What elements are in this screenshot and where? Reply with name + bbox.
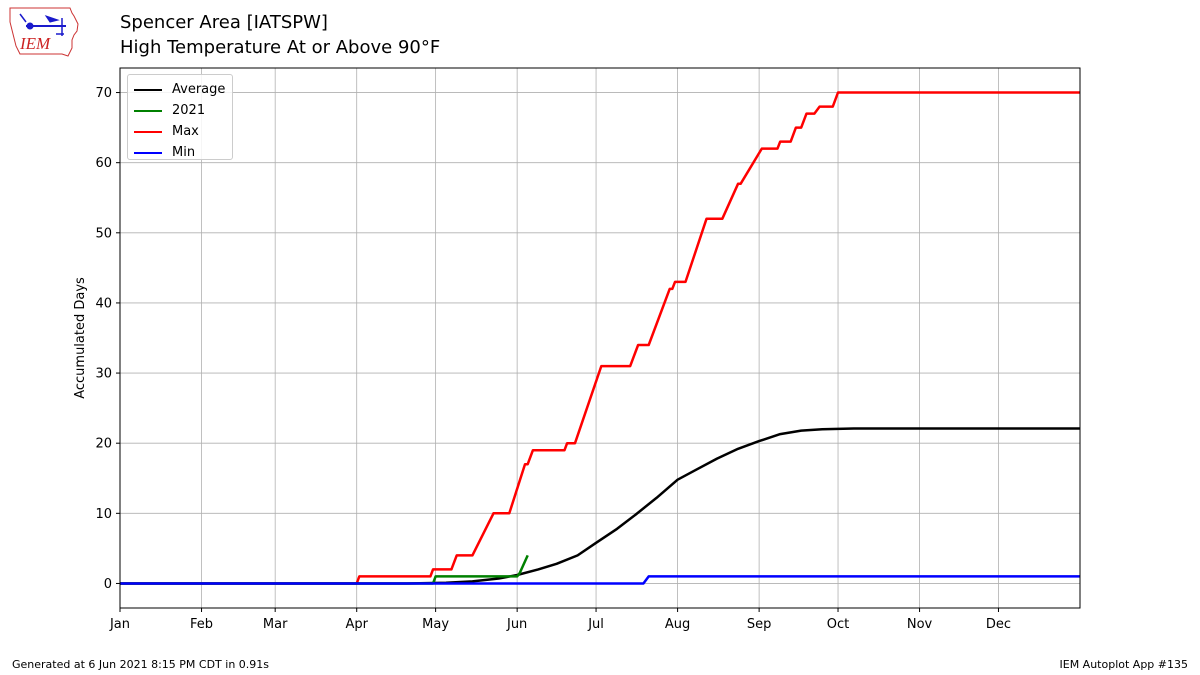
x-tick-label: May — [422, 617, 449, 632]
y-tick-label: 50 — [95, 226, 112, 241]
x-tick-label: Nov — [907, 617, 933, 632]
x-axis: Jan Feb Mar Apr May Jun Jul Aug Sep Oct Nov Dec — [109, 608, 1011, 632]
app-label: IEM Autoplot App #135 — [1059, 658, 1189, 671]
legend-label: Max — [172, 124, 199, 139]
iowa-outline-icon — [9, 7, 79, 57]
series-line-average — [120, 427, 1080, 585]
chart-title: Spencer Area [IATSPW] — [120, 12, 328, 33]
y-tick-label: 60 — [95, 156, 112, 171]
legend-entry: Min — [134, 142, 226, 163]
y-tick-label: 30 — [95, 367, 112, 382]
x-tick-label: Mar — [263, 617, 288, 632]
x-tick-label: Feb — [190, 617, 213, 632]
grid — [119, 68, 1080, 608]
iem-logo: IEM — [9, 7, 79, 57]
y-tick-label: 70 — [95, 86, 112, 101]
generated-timestamp: Generated at 6 Jun 2021 8:15 PM CDT in 0… — [12, 658, 270, 671]
legend-swatch — [134, 151, 162, 154]
x-tick-label: Jan — [109, 617, 130, 632]
x-tick-label: Aug — [665, 617, 690, 632]
legend-label: Average — [172, 82, 226, 97]
legend-label: 2021 — [172, 103, 206, 118]
legend-entry: Max — [134, 121, 226, 142]
series-line-max — [120, 91, 1080, 585]
iem-logo-text: IEM — [19, 34, 51, 53]
series-line-2021 — [120, 554, 529, 585]
legend-label: Min — [172, 145, 196, 160]
weather-station-icon — [19, 13, 66, 36]
legend: Average 2021 Max Min — [127, 74, 233, 160]
x-tick-label: Jul — [587, 617, 604, 632]
y-tick-label: 0 — [104, 577, 112, 592]
y-tick-label: 40 — [95, 296, 112, 311]
chart-subtitle: High Temperature At or Above 90°F — [120, 37, 441, 58]
y-axis-label: Accumulated Days — [73, 277, 88, 399]
y-tick-label: 20 — [95, 437, 112, 452]
legend-entry: 2021 — [134, 100, 226, 121]
x-tick-label: Jun — [506, 617, 527, 632]
series-line-min — [120, 575, 1080, 585]
series-lines — [120, 91, 1080, 585]
x-tick-label: Apr — [345, 617, 368, 632]
x-tick-label: Oct — [827, 617, 849, 632]
legend-swatch — [134, 130, 162, 133]
x-tick-label: Dec — [986, 617, 1011, 632]
legend-entry: Average — [134, 79, 226, 100]
plot-frame — [119, 67, 1081, 609]
legend-swatch — [134, 88, 162, 91]
y-axis: 0 10 20 30 40 50 60 70 — [95, 86, 120, 592]
legend-swatch — [134, 109, 162, 112]
y-tick-label: 10 — [95, 507, 112, 522]
x-tick-label: Sep — [747, 617, 772, 632]
